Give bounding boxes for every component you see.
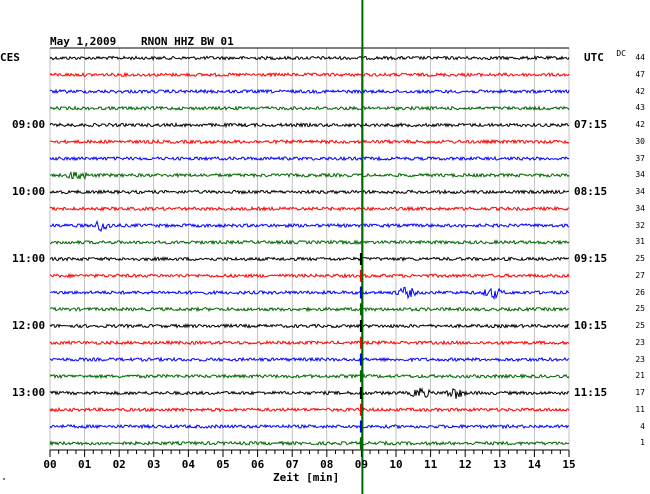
right-time-label: 08:15: [574, 185, 608, 198]
station-label: RNON HHZ BW 01: [141, 35, 234, 48]
dc-offset-label: 42: [635, 86, 645, 96]
right-time-label: 07:15: [574, 118, 608, 131]
x-tick-label-15: 15: [562, 458, 576, 471]
dc-offset-label: 25: [635, 254, 645, 263]
footnote-mark: ": [1, 477, 6, 485]
left-time-label: 13:00: [12, 386, 46, 399]
dc-offset-label: 32: [635, 220, 645, 230]
trace-18: [49, 356, 570, 363]
left-time-label: 11:00: [12, 252, 46, 265]
trace-12: [49, 256, 570, 263]
x-tick-label-02: 02: [112, 458, 126, 471]
right-timezone-label: UTC: [584, 51, 604, 64]
x-axis-ticks: [49, 450, 570, 457]
dc-offset-label: 23: [635, 337, 645, 347]
x-tick-label-07: 07: [285, 458, 299, 471]
x-tick-label-14: 14: [527, 458, 542, 471]
dc-offset-label: 34: [635, 187, 645, 196]
date-label: May 1,2009: [50, 35, 117, 48]
dc-offset-label: 43: [635, 103, 645, 113]
right-time-label: 09:15: [574, 252, 608, 265]
trace-6: [49, 155, 570, 162]
trace-10: [49, 220, 570, 233]
dc-offset-label: 1: [640, 438, 645, 448]
x-tick-label-04: 04: [181, 458, 196, 471]
trace-11: [49, 239, 570, 246]
left-time-label: 09:00: [12, 118, 46, 131]
trace-15: [49, 306, 570, 313]
x-tick-label-13: 13: [493, 458, 507, 471]
trace-8: [49, 188, 570, 195]
x-axis-label: Zeit [min]: [273, 471, 340, 484]
dc-offset-label: 44: [635, 53, 645, 62]
x-tick-label-06: 06: [250, 458, 265, 471]
trace-0: [49, 55, 570, 61]
dc-offset-label: 34: [635, 170, 645, 180]
dc-offset-label: 47: [635, 69, 645, 79]
x-tick-label-05: 05: [216, 458, 230, 471]
trace-13: [49, 272, 570, 279]
dc-offset-label: 25: [635, 321, 645, 330]
dc-offset-label: 42: [635, 120, 645, 129]
dc-offset-label: 17: [635, 388, 645, 397]
trace-23: [49, 440, 570, 447]
dc-offset-label: 34: [635, 203, 645, 213]
trace-16: [49, 323, 570, 329]
dc-offset-label: 26: [635, 287, 645, 297]
trace-3: [49, 105, 570, 112]
x-tick-label-11: 11: [423, 458, 438, 471]
seismic-traces: [49, 55, 570, 447]
trace-14: [49, 286, 570, 300]
trace-9: [49, 205, 570, 212]
dc-offset-label: 30: [635, 136, 645, 146]
x-tick-label-01: 01: [77, 458, 92, 471]
x-tick-label-00: 00: [43, 458, 57, 471]
trace-7: [49, 170, 570, 180]
dc-offset-label: 31: [635, 237, 645, 247]
x-tick-label-09: 09: [354, 458, 369, 471]
dc-offset-label: 25: [635, 304, 645, 314]
trace-19: [49, 373, 570, 380]
x-tick-label-08: 08: [320, 458, 334, 471]
dc-offset-label: 21: [635, 371, 645, 381]
left-time-label: 10:00: [12, 185, 46, 198]
dc-offset-label: 37: [635, 153, 645, 163]
dc-offset-label: 4: [640, 421, 645, 431]
dc-offset-label: 23: [635, 354, 645, 364]
dc-header: DC: [616, 49, 626, 58]
x-tick-label-03: 03: [147, 458, 161, 471]
dc-offset-label: 11: [635, 404, 645, 414]
x-tick-label-10: 10: [389, 458, 403, 471]
trace-17: [49, 339, 570, 346]
left-time-label: 12:00: [12, 319, 46, 332]
left-timezone-label: CES: [0, 51, 20, 64]
event-marker: [359, 0, 364, 494]
trace-2: [50, 88, 570, 95]
trace-1: [49, 71, 570, 78]
right-time-label: 11:15: [574, 386, 608, 399]
x-tick-label-12: 12: [458, 458, 472, 471]
trace-22: [49, 423, 570, 430]
trace-21: [49, 406, 570, 413]
right-time-label: 10:15: [574, 319, 608, 332]
trace-4: [49, 121, 569, 129]
dc-offset-label: 27: [635, 270, 645, 280]
trace-20: [49, 387, 570, 399]
trace-5: [49, 138, 570, 145]
